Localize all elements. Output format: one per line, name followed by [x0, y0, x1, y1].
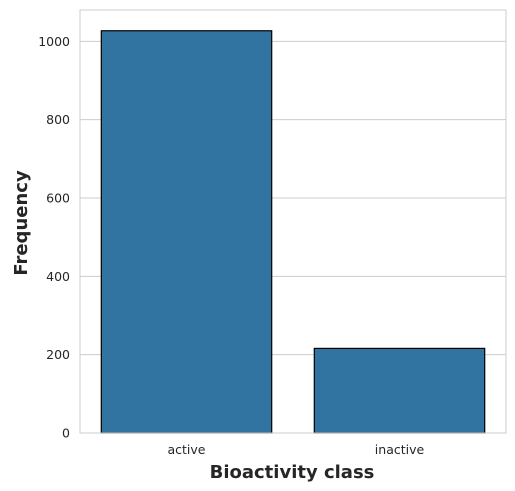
- bars: [100, 30, 486, 434]
- y-tick-label-1000: 1000: [38, 34, 70, 49]
- bar-active: [100, 30, 273, 434]
- y-axis-title: Frequency: [11, 170, 32, 276]
- x-tick-label-active: active: [168, 442, 206, 457]
- x-tick-label-inactive: inactive: [375, 442, 425, 457]
- x-axis-ticks: active inactive: [168, 442, 425, 457]
- y-tick-label-200: 200: [46, 347, 70, 362]
- y-tick-label-600: 600: [46, 191, 70, 206]
- x-axis-title: Bioactivity class: [210, 462, 375, 483]
- y-tick-label-800: 800: [46, 112, 70, 127]
- bar-inactive: [313, 347, 486, 434]
- plot-border: [79, 9, 507, 434]
- plot-frame: [79, 9, 507, 434]
- y-tick-label-0: 0: [62, 426, 70, 441]
- y-axis-ticks: 0 200 400 600 800 1000: [38, 34, 70, 441]
- y-tick-label-400: 400: [46, 269, 70, 284]
